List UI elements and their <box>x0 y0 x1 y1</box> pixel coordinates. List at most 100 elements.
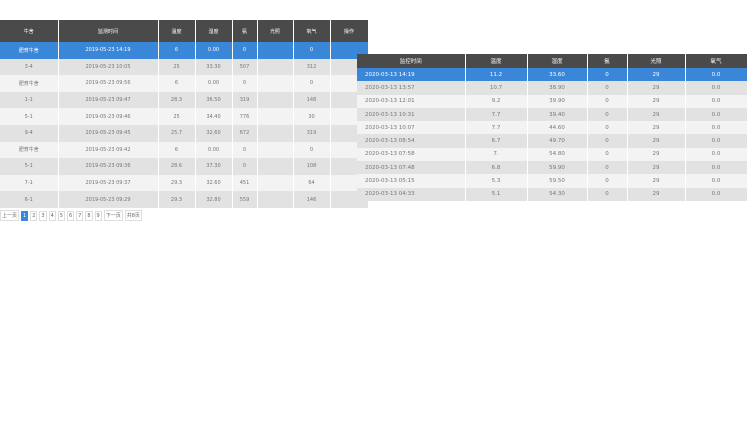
table-cell: 0 <box>232 158 258 175</box>
table-cell: 7. <box>465 147 528 162</box>
column-header: 氧气 <box>293 20 331 42</box>
table-cell: 0.0 <box>685 147 748 162</box>
table-row[interactable]: 5-1 2019-05-23 09:46 25 34.40 776 30 <box>0 108 369 125</box>
table-cell: 10.7 <box>465 81 528 95</box>
table-cell: 319 <box>232 91 258 109</box>
table-cell: 37.30 <box>195 158 233 175</box>
table-row[interactable]: 2020-03-13 08:54 6.7 49.70 0 29 0.0 <box>357 134 748 148</box>
table-row[interactable]: 2020-03-13 07:58 7. 54.80 0 29 0.0 <box>357 147 748 162</box>
page-number[interactable]: 1 <box>21 210 29 221</box>
page-number[interactable]: 8 <box>85 210 93 221</box>
table-cell: 29 <box>627 174 686 188</box>
table-cell: 29.3 <box>158 174 196 192</box>
table-cell: 2020-03-13 14:19 <box>357 68 466 82</box>
left-table: 牛舍 监测时间 温度 湿度氨光照 氧气 操作 肥育牛舍 2019-05-23 14:19 6 0.… <box>0 20 369 208</box>
table-cell: 507 <box>232 58 258 76</box>
table-row[interactable]: 9-4 2019-05-23 09:45 25.7 32.60 672 319 <box>0 124 369 142</box>
column-header: 牛舍 <box>0 20 59 42</box>
table-cell: 451 <box>232 174 258 192</box>
table-row[interactable]: 2020-03-13 13:57 10.7 38.90 0 29 0.0 <box>357 81 748 95</box>
page-number[interactable]: 4 <box>48 210 56 221</box>
table-cell: 319 <box>293 124 331 142</box>
page-number[interactable]: 5 <box>57 210 65 221</box>
table-cell: 25 <box>158 108 196 125</box>
table-row[interactable]: 1-1 2019-05-23 09:47 28.3 36.50 319 148 <box>0 91 369 109</box>
table-cell: 0 <box>587 94 628 108</box>
table-row[interactable]: 6-1 2019-05-23 09:29 29.3 32.80 559 146 <box>0 191 369 208</box>
table-cell <box>257 91 294 109</box>
table-cell: 0 <box>293 42 331 59</box>
table-cell: 0 <box>587 121 628 135</box>
table-cell: 3-4 <box>0 58 59 76</box>
table-cell: 2019-05-23 09:47 <box>58 91 159 109</box>
table-cell: 0.00 <box>195 141 233 159</box>
table-cell: 29 <box>627 94 686 108</box>
header-row: 牛舍 监测时间 温度 湿度氨光照 氧气 操作 <box>0 20 369 42</box>
table-cell <box>257 191 294 208</box>
table-row[interactable]: 肥育牛舍 2019-05-23 14:19 6 0.00 0 0 <box>0 42 369 59</box>
table-row[interactable]: 肥育牛舍 2019-05-23 09:56 6 0.00 0 0 <box>0 75 369 92</box>
table-cell: 肥育牛舍 <box>0 141 59 159</box>
table-row[interactable]: 5-1 2019-05-23 09:36 28.6 37.30 0 108 <box>0 158 369 175</box>
table-cell: 59.90 <box>527 161 588 175</box>
table-cell: 25.7 <box>158 124 196 142</box>
table-cell: 6.8 <box>465 161 528 175</box>
column-header: 监控时间 <box>357 54 466 68</box>
page-total: 共8页 <box>124 210 142 221</box>
table-cell: 0 <box>232 141 258 159</box>
table-cell: 28.3 <box>158 91 196 109</box>
page-number[interactable]: 3 <box>39 210 47 221</box>
table-cell: 2019-05-23 14:19 <box>58 42 159 59</box>
table-cell: 7.7 <box>465 107 528 122</box>
table-row[interactable]: 2020-03-13 10:31 7.7 39.40 0 29 0.0 <box>357 107 748 122</box>
table-row[interactable]: 7-1 2019-05-23 09:37 29.3 32.60 451 64 <box>0 174 369 192</box>
table-row[interactable]: 2020-03-13 14:19 11.2 33.60 0 29 0.0 <box>357 68 748 82</box>
table-cell: 29 <box>627 121 686 135</box>
table-row[interactable]: 2020-03-13 07:48 6.8 59.90 0 29 0.0 <box>357 161 748 175</box>
table-cell <box>257 108 294 125</box>
table-cell: 2020-03-13 07:58 <box>357 147 466 162</box>
page-number[interactable]: 6 <box>66 210 75 221</box>
table-cell: 2020-03-13 12:01 <box>357 94 466 108</box>
table-cell: 5.3 <box>465 174 528 188</box>
table-row[interactable]: 肥育牛舍 2019-05-23 09:42 6 0.00 0 0 <box>0 141 369 159</box>
table-cell: 29.3 <box>158 191 196 208</box>
table-cell: 肥育牛舍 <box>0 42 59 59</box>
table-cell: 0.0 <box>685 134 748 148</box>
table-cell: 6 <box>158 75 196 92</box>
column-header: 湿度 <box>527 54 588 68</box>
next-page[interactable]: 下一页 <box>103 210 123 221</box>
table-row[interactable]: 2020-03-13 10:07 7.7 44.60 0 29 0.0 <box>357 121 748 135</box>
table-cell: 0.00 <box>195 75 233 92</box>
table-row[interactable]: 3-4 2019-05-23 10:05 25 33.30 507 312 <box>0 58 369 76</box>
table-cell: 0 <box>587 134 628 148</box>
table-cell: 0 <box>232 42 258 59</box>
table-cell: 0 <box>293 75 331 92</box>
prev-page[interactable]: 上一页 <box>0 210 20 221</box>
table-cell: 64 <box>293 174 331 192</box>
table-cell: 2020-03-13 10:31 <box>357 107 466 122</box>
table-cell: 672 <box>232 124 258 142</box>
column-header: 温度 <box>158 20 196 42</box>
page-number[interactable]: 7 <box>76 210 84 221</box>
table-cell: 2019-05-23 09:36 <box>58 158 159 175</box>
column-header: 湿度 <box>195 20 233 42</box>
table-cell: 11.2 <box>465 68 528 82</box>
column-header: 光照 <box>627 54 686 68</box>
table-cell: 5.1 <box>465 187 528 201</box>
table-row[interactable]: 2020-03-13 05:15 5.3 59.50 0 29 0.0 <box>357 174 748 188</box>
table-cell: 2019-05-23 09:42 <box>58 141 159 159</box>
table-cell: 0.0 <box>685 94 748 108</box>
table-cell: 0 <box>587 107 628 122</box>
page-number[interactable]: 2 <box>30 210 38 221</box>
table-cell: 2020-03-13 10:07 <box>357 121 466 135</box>
page-number[interactable]: 9 <box>94 210 102 221</box>
table-cell <box>257 158 294 175</box>
table-cell: 559 <box>232 191 258 208</box>
table-cell: 0 <box>232 75 258 92</box>
table-cell: 776 <box>232 108 258 125</box>
table-row[interactable]: 2020-03-13 04:33 5.1 54.30 0 29 0.0 <box>357 187 748 201</box>
table-row[interactable]: 2020-03-13 12:01 9.2 39.90 0 29 0.0 <box>357 94 748 108</box>
table-cell: 36.50 <box>195 91 233 109</box>
table-cell: 1-1 <box>0 91 59 109</box>
